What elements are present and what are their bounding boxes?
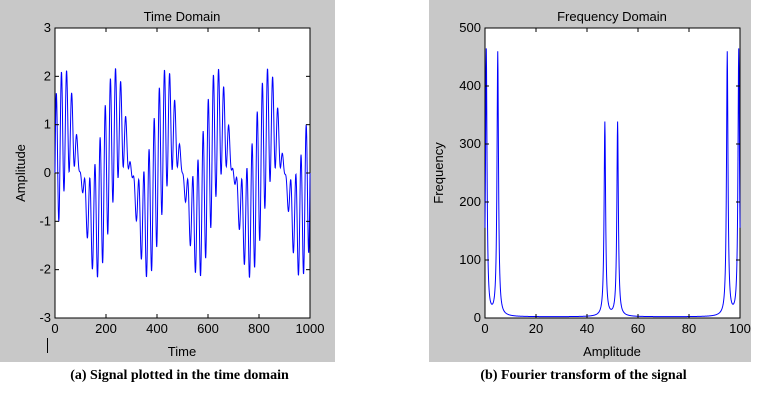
text-cursor-mark [47, 338, 48, 353]
y-tick-label: 300 [459, 136, 481, 151]
time-domain-panel: 0 200 400 600 800 1000 -3 -2 -1 0 1 2 3 Time Domain … [0, 0, 335, 383]
x-axis-label: Amplitude [583, 344, 641, 359]
x-tick-label: 60 [631, 321, 645, 336]
x-axis-label: Time [168, 344, 196, 359]
signal-line [54, 68, 311, 278]
x-tick-label: 80 [682, 321, 696, 336]
y-tick-label: 200 [459, 194, 481, 209]
y-axis-label: Amplitude [13, 144, 28, 202]
x-tick-label: 1000 [296, 321, 325, 336]
frequency-domain-chart: 0 20 40 60 80 100 0 100 200 300 400 500 Frequency D… [429, 0, 751, 362]
y-tick-label: 400 [459, 78, 481, 93]
chart-title: Time Domain [144, 9, 221, 24]
y-tick-label: 1 [44, 117, 51, 132]
y-tick-label: 500 [459, 20, 481, 35]
x-tick-label: 600 [197, 321, 219, 336]
y-tick-label: -2 [39, 262, 51, 277]
x-tick-label: 800 [248, 321, 270, 336]
y-tick-label: -3 [39, 310, 51, 325]
x-tick-label: 40 [580, 321, 594, 336]
y-tick-label: 3 [44, 20, 51, 35]
spectrum-line [484, 48, 741, 318]
y-tick-label: 100 [459, 252, 481, 267]
caption-b: (b) Fourier transform of the signal [480, 368, 687, 383]
y-axis-label: Frequency [431, 142, 446, 204]
x-tick-label: 200 [95, 321, 117, 336]
x-tick-label: 400 [146, 321, 168, 336]
y-tick-label: 2 [44, 68, 51, 83]
x-tick-label: 20 [529, 321, 543, 336]
plot-area [484, 27, 741, 319]
y-tick-label: 0 [44, 165, 51, 180]
chart-title: Frequency Domain [557, 9, 667, 24]
caption-a: (a) Signal plotted in the time domain [70, 368, 289, 383]
x-tick-label: 100 [729, 321, 751, 336]
x-tick-label: 0 [51, 321, 58, 336]
frequency-domain-panel: 0 20 40 60 80 100 0 100 200 300 400 500 Frequency D… [379, 0, 758, 394]
y-tick-label: -1 [39, 213, 51, 228]
x-tick-label: 0 [481, 321, 488, 336]
y-tick-label: 0 [474, 310, 481, 325]
